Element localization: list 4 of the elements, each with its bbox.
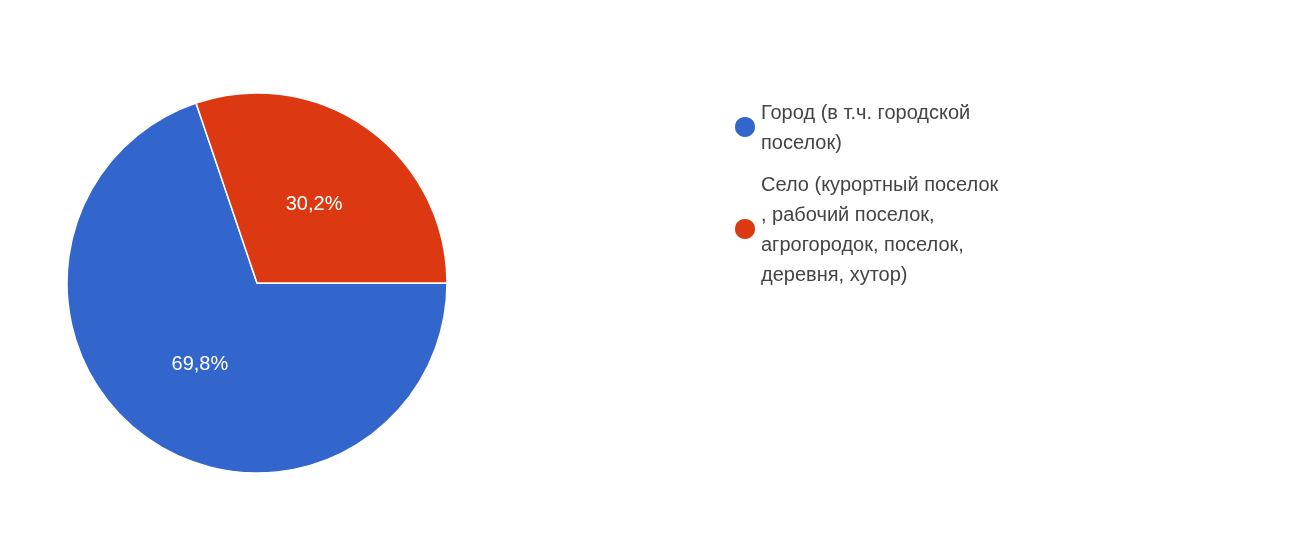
legend-label: Село (курортный поселок, рабочий поселок, агрогородок, поселок, деревня, хутор)	[761, 173, 999, 285]
data-label: 30,2%	[285, 192, 343, 215]
legend-label: Город (в т.ч. городской поселок)	[761, 101, 976, 153]
data-label: 69,8%	[171, 351, 229, 374]
